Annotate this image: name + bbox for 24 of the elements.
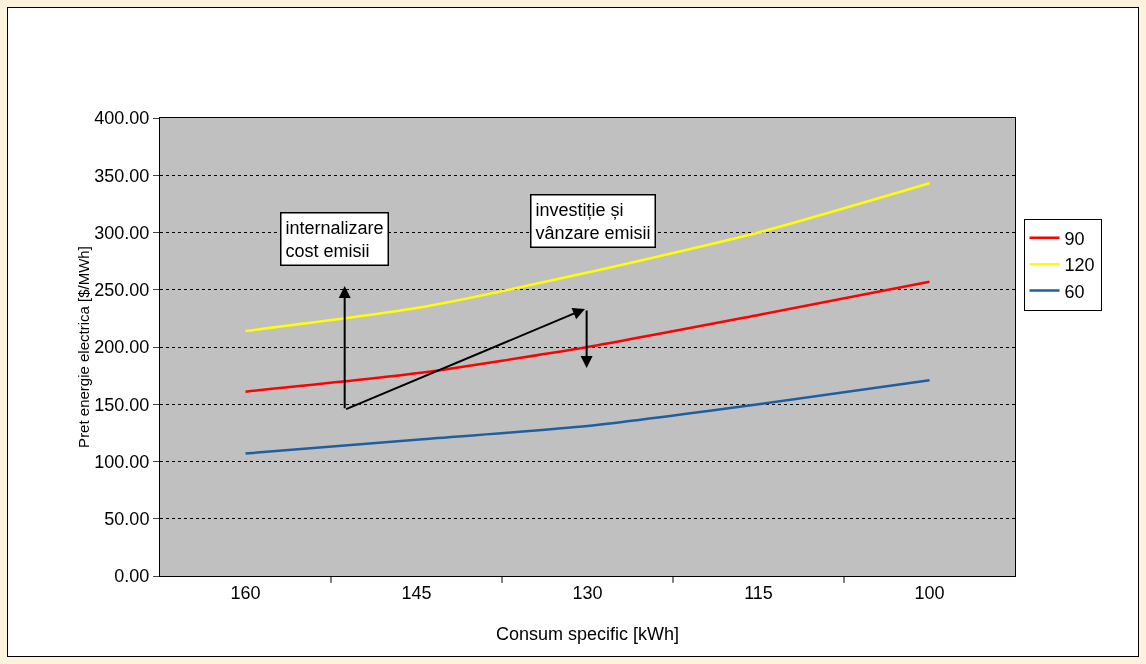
x-tick-label: 145 bbox=[401, 582, 432, 603]
x-axis-title: Consum specific [kWh] bbox=[495, 624, 680, 644]
y-tick-label: 0.00 bbox=[114, 566, 150, 587]
y-tick-label: 200.00 bbox=[94, 337, 150, 358]
y-tick-label: 350.00 bbox=[94, 165, 150, 186]
x-tick-label: 100 bbox=[914, 582, 945, 603]
annotation: internalizare cost emisii bbox=[285, 217, 384, 261]
y-tick-label: 100.00 bbox=[94, 451, 150, 472]
y-tick-label: 50.00 bbox=[104, 509, 150, 530]
x-tick-label: 130 bbox=[572, 582, 603, 603]
legend-label: 90 bbox=[1064, 228, 1085, 249]
line-series bbox=[244, 378, 931, 455]
legend-label: 120 bbox=[1064, 255, 1095, 276]
annotation: investiție și vânzare emisii bbox=[535, 199, 651, 243]
y-tick-label: 150.00 bbox=[94, 394, 150, 415]
y-tick-label: 250.00 bbox=[94, 280, 150, 301]
y-tick-label: 400.00 bbox=[94, 108, 150, 129]
x-tick-label: 115 bbox=[744, 582, 773, 603]
y-tick-label: 300.00 bbox=[94, 222, 150, 243]
x-tick-label: 160 bbox=[230, 582, 261, 603]
legend-label: 60 bbox=[1064, 281, 1085, 302]
line-series bbox=[244, 280, 931, 393]
line-series bbox=[244, 182, 931, 333]
y-axis-title: Pret energie electrica [$/MWh] bbox=[75, 246, 93, 448]
